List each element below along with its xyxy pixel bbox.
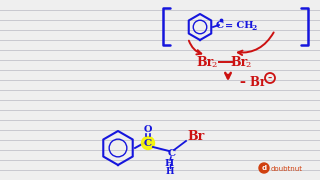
- Text: – Br: – Br: [240, 75, 266, 89]
- Text: C: C: [168, 148, 176, 158]
- FancyArrowPatch shape: [238, 32, 274, 55]
- Text: C: C: [144, 138, 152, 147]
- Text: 2: 2: [251, 24, 256, 32]
- Text: Br: Br: [187, 130, 204, 143]
- Circle shape: [141, 136, 155, 150]
- Text: doubtnut: doubtnut: [271, 166, 303, 172]
- Text: d: d: [261, 165, 267, 171]
- Text: H: H: [166, 166, 174, 176]
- Text: H: H: [164, 159, 174, 168]
- Text: Br: Br: [230, 55, 248, 69]
- Text: Br: Br: [196, 55, 214, 69]
- Text: 2: 2: [212, 61, 217, 69]
- Text: O: O: [144, 125, 152, 134]
- Text: = CH: = CH: [225, 21, 253, 30]
- Circle shape: [259, 163, 269, 173]
- Text: C: C: [216, 21, 224, 30]
- Text: 2: 2: [245, 61, 251, 69]
- Text: –: –: [268, 73, 272, 82]
- FancyArrowPatch shape: [189, 41, 201, 54]
